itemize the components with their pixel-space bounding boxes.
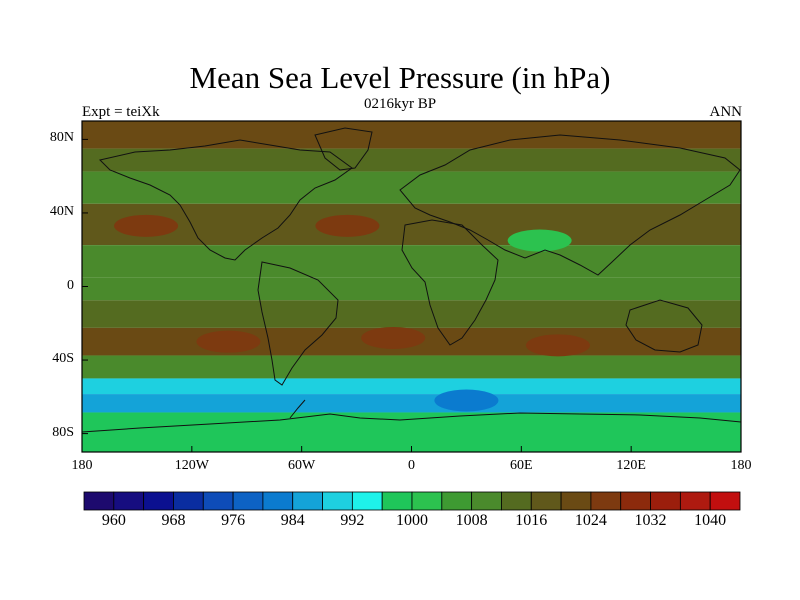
colorbar-tick-label: 968: [161, 512, 186, 529]
pressure-cell: [361, 326, 426, 349]
pressure-cell: [114, 214, 179, 237]
coastline-north-america: [99, 139, 353, 261]
colorbar-swatch: [351, 491, 383, 511]
coastline-antarctica: [82, 412, 741, 433]
colorbar-tick-label: 960: [101, 512, 126, 529]
lat-tick-label: 0: [67, 277, 74, 293]
colorbar-swatch: [292, 491, 323, 511]
pressure-cell: [525, 334, 590, 357]
colorbar-swatch: [560, 491, 592, 511]
colorbar-swatch: [471, 491, 502, 511]
colorbar-swatch: [620, 491, 651, 511]
pressure-band: [82, 355, 741, 379]
colorbar-swatch: [143, 491, 174, 511]
colorbar-tick-label: 1000: [396, 512, 428, 529]
coastline-greenland: [314, 127, 373, 171]
colorbar-swatch: [381, 491, 413, 511]
pressure-cells: [114, 214, 590, 412]
lon-tick-label: 120W: [174, 458, 209, 473]
colorbar-tick-label: 1024: [574, 512, 607, 529]
colorbar-swatch: [441, 491, 473, 511]
colorbar-swatch: [650, 491, 681, 511]
coastline-australia: [625, 299, 703, 353]
colorbar-swatch: [530, 491, 562, 511]
colorbar: [83, 491, 741, 511]
zonal-bands: [82, 121, 741, 452]
colorbar-tick-label: 1040: [694, 512, 727, 529]
colorbar-swatch: [322, 491, 353, 511]
pressure-cell: [196, 330, 261, 353]
colorbar-tick-label: 1032: [634, 512, 667, 529]
colorbar-tick-label: 1016: [515, 512, 548, 529]
lat-tick-label: 80N: [49, 130, 74, 146]
colorbar-swatch: [113, 491, 145, 511]
pressure-band: [82, 171, 741, 204]
lat-tick-marks: [82, 138, 88, 435]
colorbar-swatch: [262, 491, 294, 511]
colorbar-tick-label: 992: [340, 512, 365, 529]
pressure-cell: [507, 229, 572, 252]
season-label: ANN: [709, 104, 743, 120]
pressure-cell: [315, 214, 380, 237]
chart-title: Mean Sea Level Pressure (in hPa): [189, 60, 611, 95]
coastline-eurasia: [399, 134, 741, 276]
lat-tick-label: 40N: [49, 203, 74, 219]
coastline-africa: [401, 219, 499, 346]
lon-tick-label: 120E: [616, 458, 646, 473]
pressure-band: [82, 378, 741, 395]
pressure-band: [82, 300, 741, 328]
experiment-label: Expt = teiXk: [82, 104, 160, 120]
lon-tick-label: 180: [71, 458, 93, 473]
colorbar-swatch: [709, 491, 741, 511]
colorbar-swatch: [501, 491, 532, 511]
pressure-band: [82, 245, 741, 278]
pressure-band: [82, 394, 741, 413]
coastline-south-america: [257, 261, 339, 386]
colorbar-swatch: [173, 491, 204, 511]
colorbar-swatch: [83, 491, 115, 511]
colorbar-tick-label: 1008: [455, 512, 488, 529]
pressure-band: [82, 121, 741, 149]
lon-tick-label: 0: [408, 458, 415, 473]
lon-tick-marks: [81, 446, 742, 452]
period-label: 0216kyr BP: [363, 96, 437, 112]
pressure-band: [82, 277, 741, 301]
colorbar-swatch: [590, 491, 622, 511]
lon-tick-label: 60E: [510, 458, 533, 473]
colorbar-tick-label: 984: [280, 512, 305, 529]
lat-tick-label: 40S: [52, 351, 74, 367]
coastline-antarctic-peninsula: [289, 399, 306, 419]
colorbar-swatch: [232, 491, 264, 511]
colorbar-tick-label: 976: [221, 512, 246, 529]
colorbar-swatch: [679, 491, 711, 511]
lon-tick-label: 180: [730, 458, 752, 473]
colorbar-swatch: [411, 491, 443, 511]
colorbar-swatch: [202, 491, 234, 511]
lat-tick-label: 80S: [52, 424, 74, 440]
coastlines: [82, 127, 741, 433]
pressure-cell: [434, 389, 499, 412]
lon-tick-label: 60W: [288, 458, 316, 473]
pressure-band: [82, 148, 741, 172]
pressure-band: [82, 203, 741, 246]
